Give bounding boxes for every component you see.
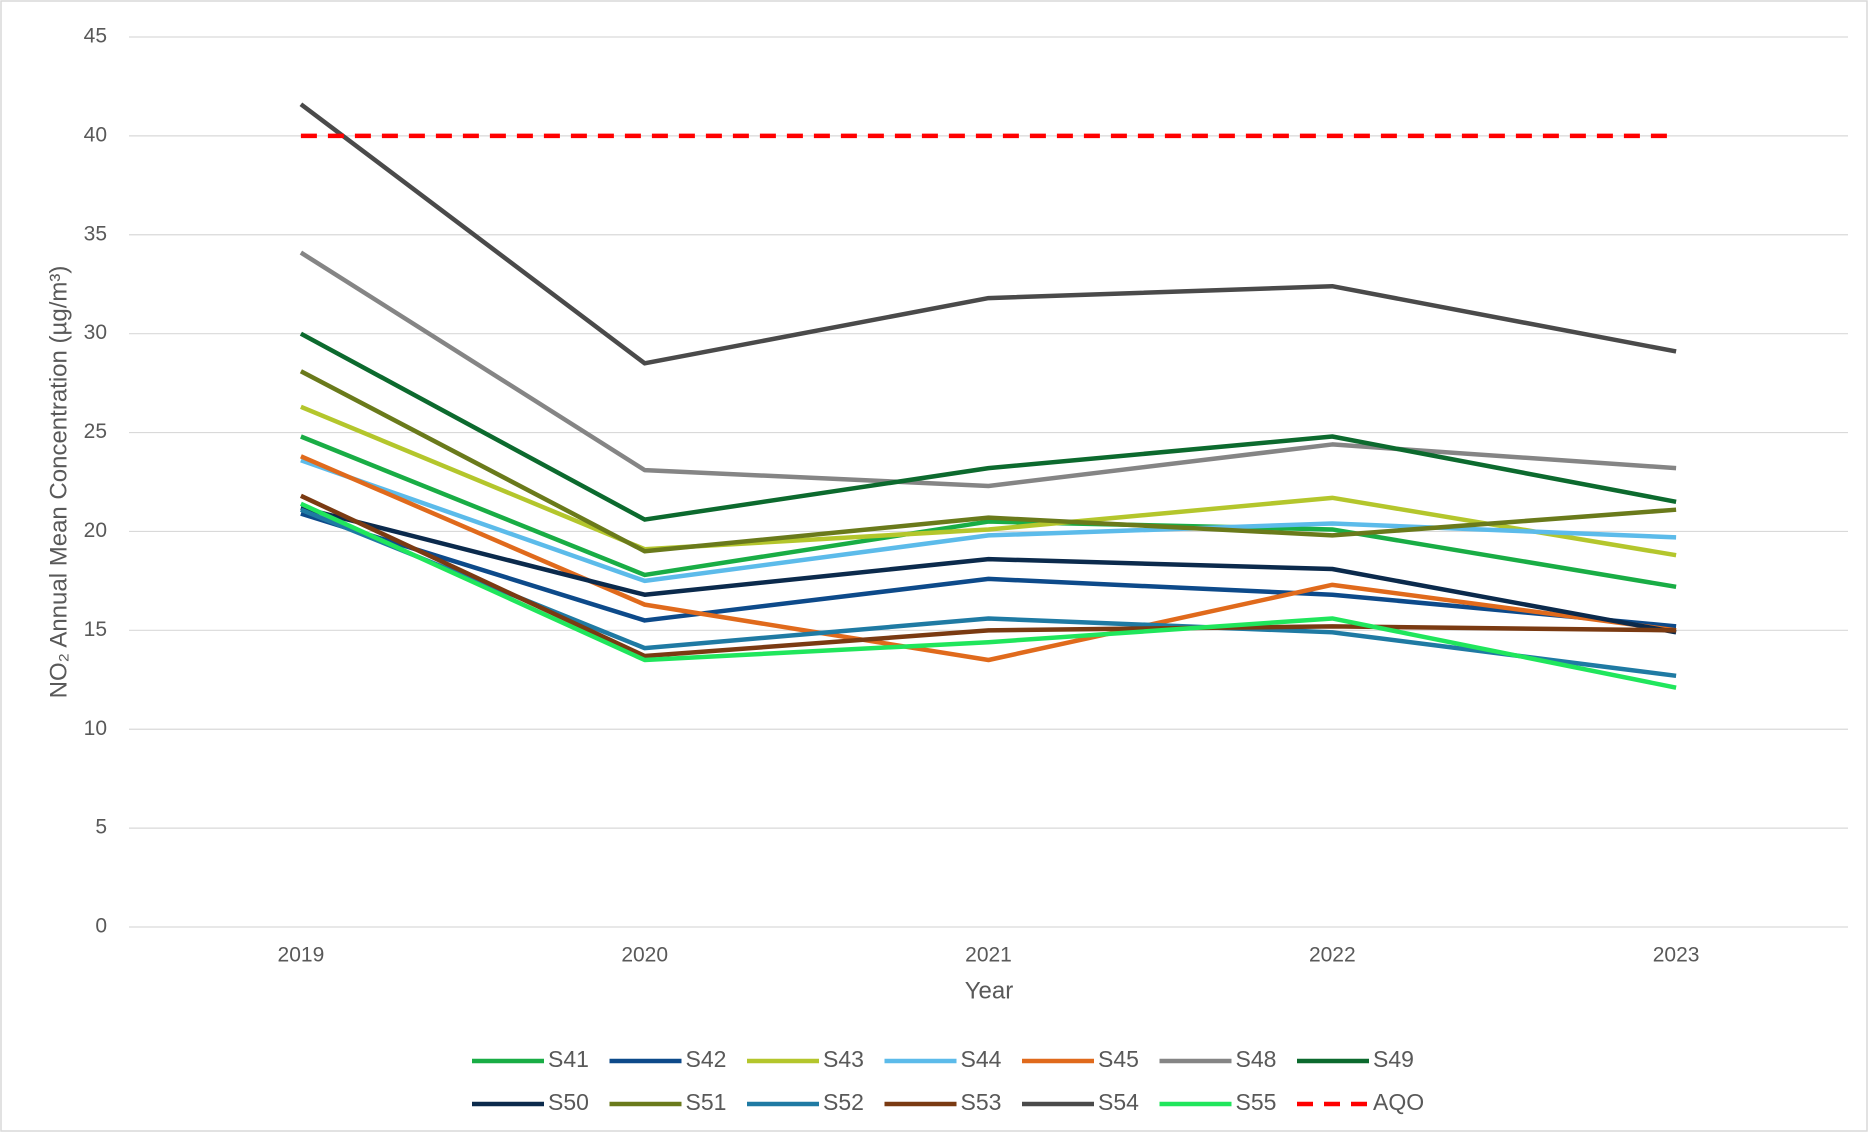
legend-label: S53: [961, 1089, 1002, 1115]
y-tick-label: 0: [95, 915, 107, 938]
legend-label: S48: [1236, 1046, 1277, 1072]
series-line: [300, 454, 1677, 663]
y-tick-label: 20: [84, 519, 107, 542]
legend-label: S49: [1373, 1046, 1414, 1072]
y-tick-label: 15: [84, 618, 107, 641]
legend-label: S41: [548, 1046, 589, 1072]
y-tick-label: 10: [84, 717, 107, 740]
legend-label: AQO: [1373, 1089, 1424, 1115]
y-tick-label: 40: [84, 123, 107, 146]
series-line: [300, 505, 1677, 635]
x-tick-label: 2023: [1653, 944, 1700, 967]
x-tick-label: 2020: [621, 944, 668, 967]
legend-label: S42: [686, 1046, 727, 1072]
series-line: [299, 369, 1677, 554]
legend-label: S52: [823, 1089, 864, 1115]
x-axis-title: Year: [965, 977, 1014, 1004]
y-tick-label: 25: [84, 420, 107, 443]
series-line: [299, 250, 1677, 489]
y-tick-label: 35: [84, 222, 107, 245]
legend-label: S54: [1098, 1089, 1139, 1115]
series-line: [299, 501, 1677, 690]
legend-label: S43: [823, 1046, 864, 1072]
y-tick-label: 30: [84, 321, 107, 344]
y-axis-title: NO₂ Annual Mean Concentration (µg/m³): [45, 266, 72, 699]
series-line: [300, 511, 1677, 629]
legend-label: S44: [961, 1046, 1002, 1072]
series-line: [299, 102, 1677, 366]
series-line: [299, 493, 1677, 659]
x-tick-label: 2019: [278, 944, 325, 967]
legend-label: S45: [1098, 1046, 1139, 1072]
y-tick-label: 5: [95, 816, 107, 839]
x-tick-label: 2021: [965, 944, 1012, 967]
series-line: [300, 404, 1677, 558]
series-line: [300, 434, 1677, 590]
legend-label: S55: [1236, 1089, 1277, 1115]
x-tick-label: 2022: [1309, 944, 1356, 967]
series-line: [299, 331, 1677, 522]
legend-label: S51: [686, 1089, 727, 1115]
legend-label: S50: [548, 1089, 589, 1115]
y-tick-label: 45: [84, 25, 107, 48]
